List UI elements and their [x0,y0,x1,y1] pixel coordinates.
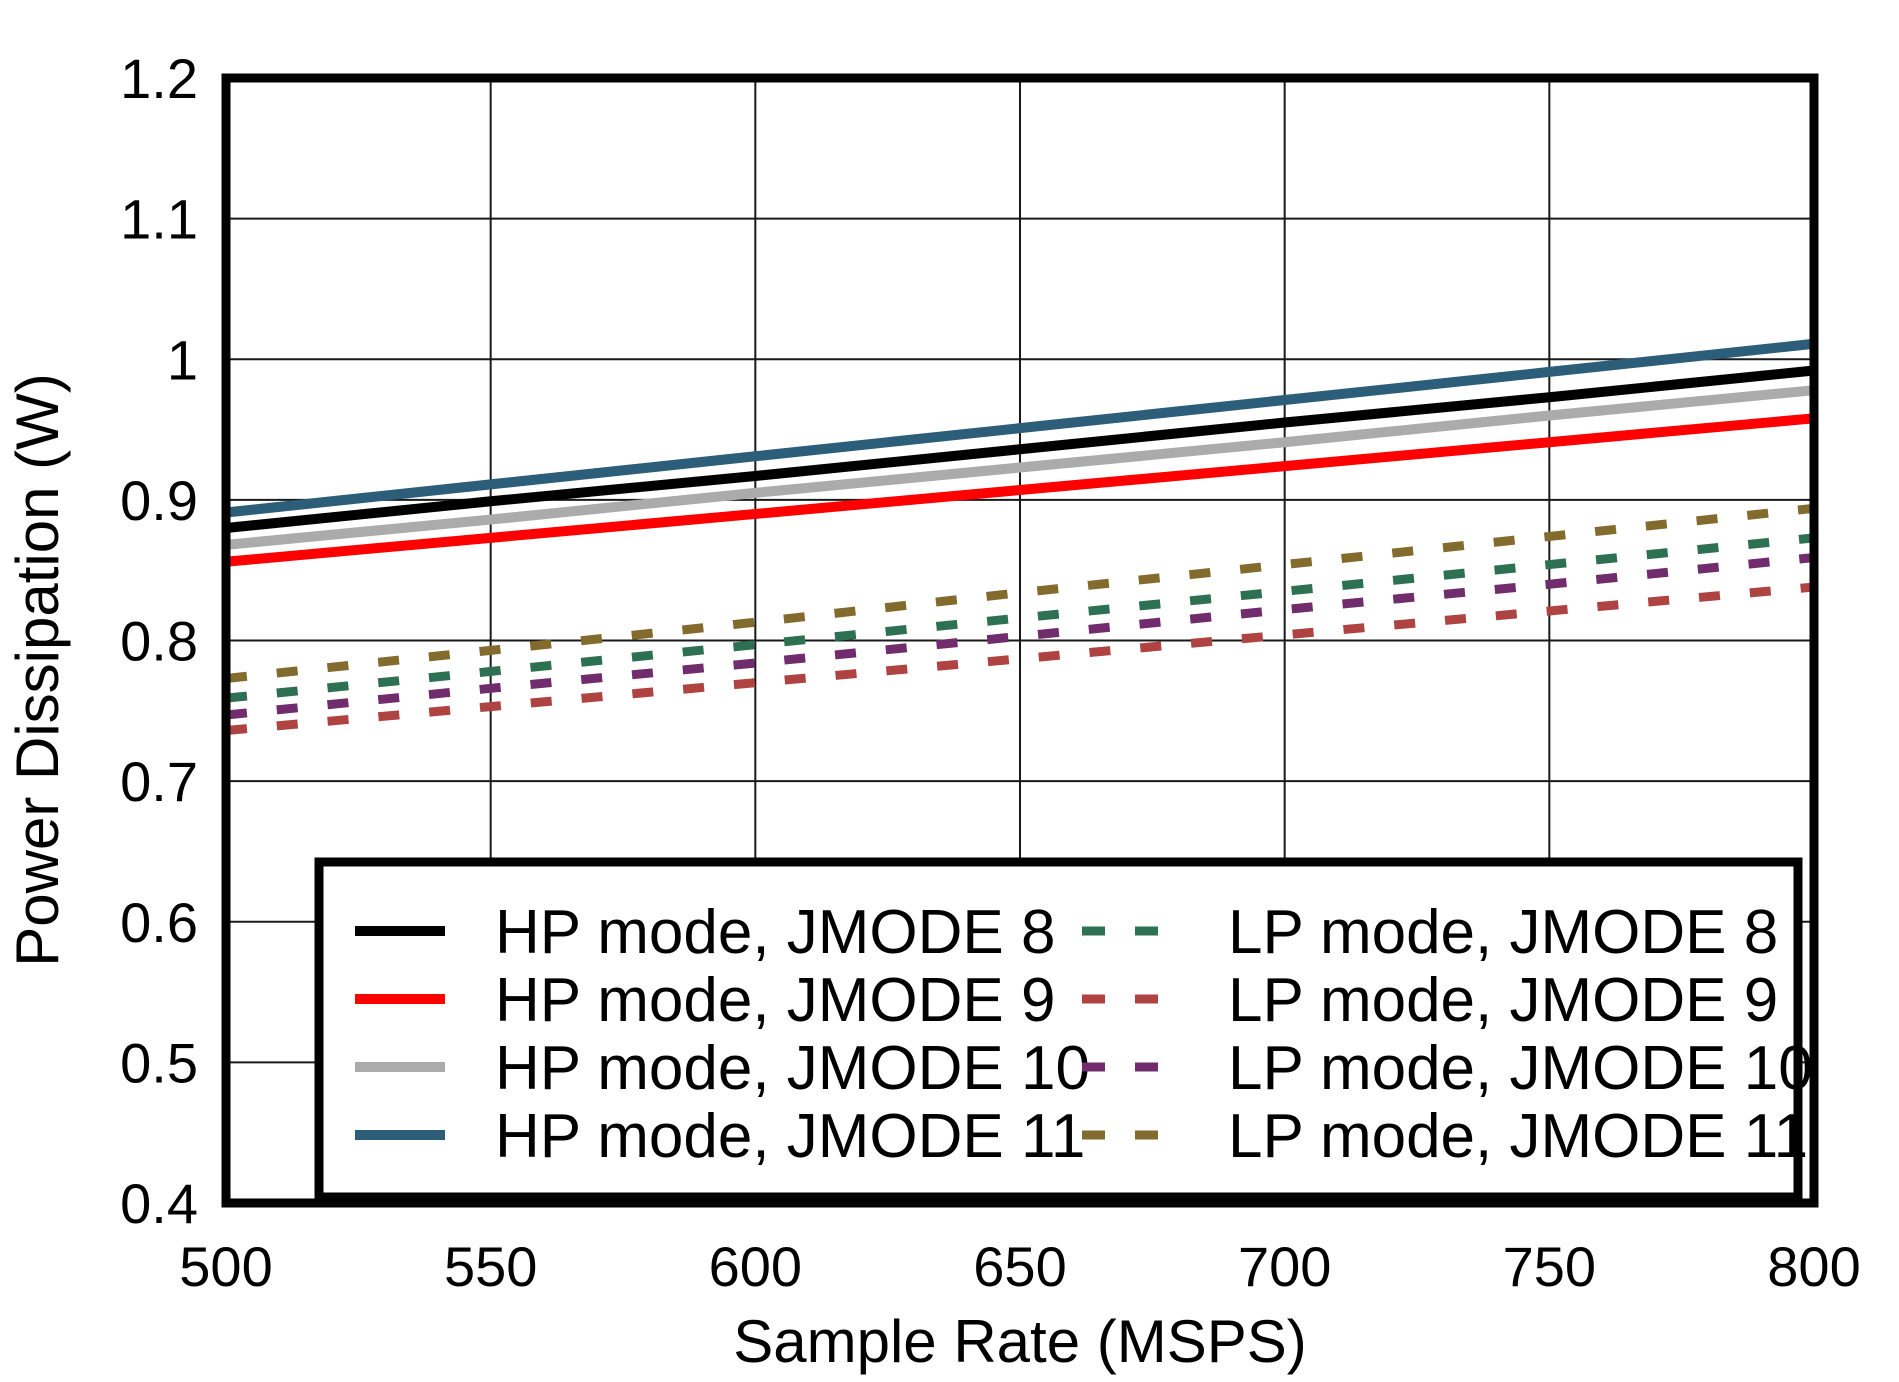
series-line-hp-mode-jmode-8 [225,365,1815,533]
legend-item-hp-mode-jmode-8: HP mode, JMODE 8 [355,898,1055,967]
legend-label: LP mode, JMODE 8 [1228,898,1778,967]
series-line-lp-mode-jmode-11 [225,503,1815,683]
legend-label: HP mode, JMODE 10 [495,1034,1090,1103]
legend-label: LP mode, JMODE 11 [1228,1102,1808,1171]
legend-label: HP mode, JMODE 11 [495,1102,1085,1171]
legend: HP mode, JMODE 8HP mode, JMODE 9HP mode,… [314,857,1813,1202]
y-tick-label: 0.4 [120,1172,198,1235]
legend-item-hp-mode-jmode-11: HP mode, JMODE 11 [355,1102,1085,1171]
x-axis-title: Sample Rate (MSPS) [733,1308,1307,1375]
x-tick-label: 550 [444,1235,537,1298]
y-axis-title: Power Dissipation (W) [4,373,71,966]
x-tick-label: 650 [973,1235,1066,1298]
legend-label: LP mode, JMODE 9 [1228,966,1778,1035]
legend-item-lp-mode-jmode-10: LP mode, JMODE 10 [1082,1034,1813,1103]
series-line-lp-mode-jmode-10 [225,553,1815,720]
y-tick-label: 1 [167,328,198,391]
legend-label: HP mode, JMODE 9 [495,966,1055,1035]
series-line-lp-mode-jmode-9 [225,582,1815,735]
legend-item-lp-mode-jmode-11: LP mode, JMODE 11 [1082,1102,1808,1171]
series-line-lp-mode-jmode-8 [225,533,1815,703]
x-axis-tick-labels: 500 550 600 650 700 750 800 [179,1235,1860,1298]
x-tick-label: 700 [1238,1235,1331,1298]
y-tick-label: 1.2 [120,47,198,110]
x-tick-label: 800 [1767,1235,1860,1298]
legend-item-hp-mode-jmode-9: HP mode, JMODE 9 [355,966,1055,1035]
y-tick-label: 0.6 [120,891,198,954]
legend-item-lp-mode-jmode-8: LP mode, JMODE 8 [1082,898,1778,967]
y-tick-label: 0.9 [120,469,198,532]
plot-frame [221,73,1819,1208]
x-tick-label: 600 [709,1235,802,1298]
series-line-hp-mode-jmode-11 [225,338,1815,518]
series-lines [225,338,1815,735]
gridlines [226,78,1814,1203]
legend-item-lp-mode-jmode-9: LP mode, JMODE 9 [1082,966,1778,1035]
legend-label: LP mode, JMODE 10 [1228,1034,1813,1103]
y-tick-label: 0.5 [120,1031,198,1094]
legend-item-hp-mode-jmode-10: HP mode, JMODE 10 [355,1034,1090,1103]
y-axis-tick-labels: 0.4 0.5 0.6 0.7 0.8 0.9 1 1.1 1.2 [120,47,198,1235]
y-tick-label: 0.8 [120,610,198,673]
legend-box [314,857,1803,1202]
series-line-hp-mode-jmode-10 [225,385,1815,550]
y-tick-label: 1.1 [120,188,198,251]
legend-label: HP mode, JMODE 8 [495,898,1055,967]
x-tick-label: 750 [1503,1235,1596,1298]
x-tick-label: 500 [179,1235,272,1298]
y-tick-label: 0.7 [120,750,198,813]
series-line-hp-mode-jmode-9 [225,413,1815,567]
